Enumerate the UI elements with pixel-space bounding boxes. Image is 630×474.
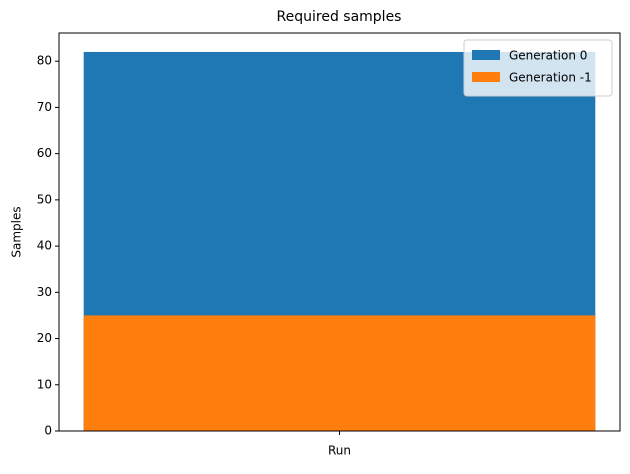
y-tick-label: 80 [37, 54, 52, 68]
legend-swatch [472, 50, 500, 60]
axes-frame [58, 32, 621, 432]
y-axis-label: Samples [10, 206, 24, 257]
legend-label: Generation 0 [509, 49, 587, 63]
bar [83, 315, 596, 431]
x-tick-label: Run [328, 444, 351, 458]
y-tick-label: 30 [37, 285, 52, 299]
y-tick-label: 40 [37, 239, 52, 253]
y-tick-label: 10 [37, 377, 52, 391]
y-tick-label: 0 [44, 424, 52, 438]
legend-swatch [472, 72, 500, 82]
y-tick-label: 70 [37, 100, 52, 114]
y-tick-label: 60 [37, 146, 52, 160]
y-tick-label: 50 [37, 192, 52, 206]
chart-title: Required samples [277, 9, 402, 25]
legend-label: Generation -1 [509, 71, 592, 85]
y-tick-label: 20 [37, 331, 52, 345]
legend-box [463, 39, 613, 97]
